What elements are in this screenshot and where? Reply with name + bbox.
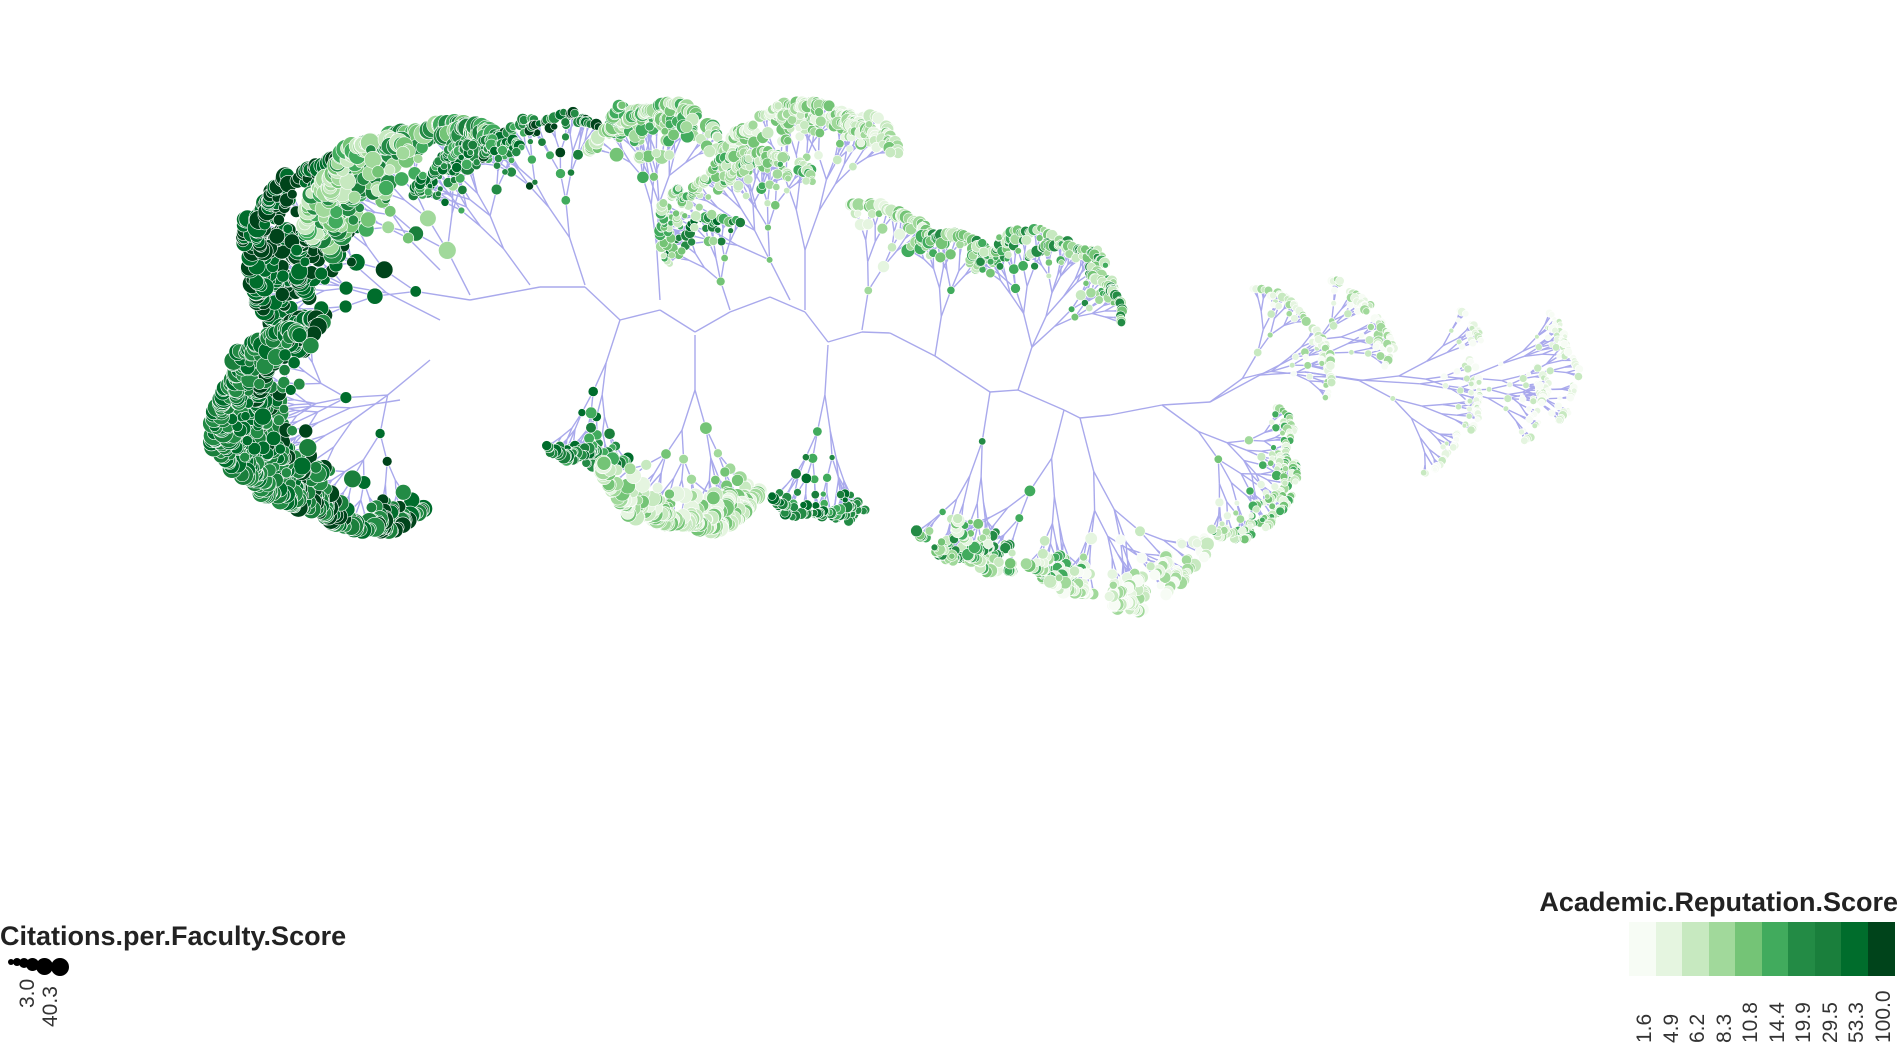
tree-edge	[548, 206, 571, 238]
tree-edge	[407, 237, 441, 271]
tree-edge	[295, 409, 318, 413]
tree-edge	[333, 420, 353, 448]
tree-edge	[619, 309, 661, 321]
tree-edge	[518, 167, 536, 183]
tree-edge	[476, 192, 491, 217]
tree-edge	[989, 389, 1019, 393]
tree-edge	[818, 179, 828, 211]
tree-edge	[579, 129, 584, 141]
tree-edge	[601, 362, 607, 395]
tree-edge	[566, 427, 573, 441]
tree-edge	[1063, 409, 1081, 419]
tree-edge	[685, 149, 696, 163]
tree-edge	[360, 499, 366, 513]
tree-edge	[442, 185, 452, 197]
tree-edge	[317, 407, 351, 424]
tree-edge	[827, 331, 863, 343]
tree-edge	[355, 499, 362, 513]
tree-edge	[688, 259, 705, 269]
tree-edge	[534, 181, 550, 208]
tree-edge	[489, 215, 505, 249]
tree-edge	[584, 286, 621, 321]
tree-edge	[311, 405, 351, 409]
tree-edge	[350, 399, 401, 409]
tree-edge	[663, 477, 675, 491]
tree-edge	[344, 459, 364, 473]
tree-edge	[694, 389, 707, 429]
tree-edge	[655, 245, 661, 301]
tree-edge	[334, 471, 346, 485]
tree-edge	[601, 416, 606, 433]
tree-edge	[415, 290, 471, 301]
tree-edge	[304, 371, 322, 384]
tree-edge	[708, 457, 712, 481]
tree-edge	[311, 362, 322, 384]
tree-edge	[681, 389, 696, 431]
tree-edge	[861, 331, 891, 334]
tree-edge	[331, 471, 346, 481]
tree-edge	[584, 131, 593, 142]
tree-edge	[605, 319, 621, 364]
tree-edge	[387, 359, 431, 396]
tree-edge	[720, 281, 731, 311]
tree-edge	[386, 292, 441, 321]
tree-edge	[560, 427, 573, 438]
tree-edge	[324, 419, 353, 437]
tree-edge	[601, 394, 606, 418]
tree-edge	[460, 209, 481, 227]
tree-edge	[804, 210, 820, 251]
tree-edge	[362, 202, 376, 213]
tree-edge	[621, 149, 631, 163]
tree-edge	[465, 206, 481, 227]
tree-edge	[668, 162, 687, 177]
tree-edge	[889, 332, 936, 357]
tree-edge	[472, 175, 478, 194]
tree-edge	[569, 121, 573, 135]
tree-edge	[552, 436, 562, 443]
tree-edge	[601, 432, 606, 445]
tree-edge	[578, 429, 588, 440]
tree-edge	[659, 309, 696, 333]
tree-edge	[1017, 389, 1065, 411]
tree-edge	[658, 175, 670, 204]
tree-edge	[568, 237, 586, 286]
tree-edge	[934, 355, 991, 393]
tree-edge	[529, 185, 550, 208]
tree-edge	[674, 137, 682, 154]
tree-edge	[1079, 414, 1111, 419]
tree-edge	[294, 402, 316, 406]
tree-edge	[729, 296, 771, 313]
tree-edge	[651, 472, 662, 485]
tree-edge	[469, 198, 491, 217]
tree-edge	[565, 200, 571, 238]
tree-edge	[701, 480, 710, 496]
tree-edge	[451, 193, 470, 201]
tree-edge	[572, 136, 579, 152]
tree-edge	[351, 394, 389, 422]
tree-edge	[569, 134, 574, 152]
tree-edge	[457, 191, 468, 208]
tree-edge	[685, 153, 700, 164]
tree-edge	[479, 225, 504, 250]
tree-edge	[804, 311, 829, 343]
tree-edge	[584, 130, 588, 142]
tree-edge	[694, 311, 731, 333]
tree-edge	[345, 394, 388, 399]
tree-edge	[315, 446, 335, 461]
tree-edge	[379, 394, 389, 434]
tree-edge	[449, 199, 467, 208]
tree-edge	[1209, 374, 1261, 403]
tree-edge	[694, 253, 705, 269]
tree-edge	[1109, 404, 1163, 416]
tree-edge	[1161, 401, 1211, 406]
tree-edge	[463, 179, 478, 194]
tree-edge	[297, 411, 318, 423]
tree-edge	[795, 209, 806, 251]
tree-edge	[502, 248, 531, 286]
tree-edge	[469, 286, 541, 301]
tree-edge	[769, 296, 806, 313]
